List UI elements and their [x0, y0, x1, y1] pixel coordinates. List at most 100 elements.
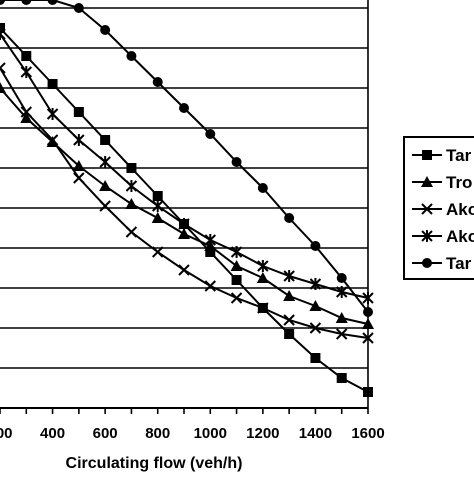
- data-point-5: [310, 241, 321, 251]
- data-point-1: [310, 353, 321, 363]
- data-point-2: [151, 212, 164, 223]
- data-point-1: [231, 275, 242, 285]
- legend-marker: [421, 176, 433, 187]
- x-tick-label: 800: [145, 425, 170, 442]
- data-point-3: [46, 134, 59, 146]
- data-point-3: [99, 200, 111, 212]
- data-point-2: [125, 198, 138, 209]
- data-point-4: [46, 108, 59, 120]
- data-point-5: [47, 0, 58, 5]
- data-point-4: [152, 200, 164, 212]
- data-point-1: [100, 135, 111, 145]
- data-point-2: [362, 318, 374, 329]
- data-point-5: [152, 77, 163, 87]
- data-point-5: [336, 273, 347, 283]
- data-point-1: [47, 79, 58, 89]
- x-tick-label: 400: [40, 425, 65, 442]
- x-tick-labels: 200 400 600 800 1000 1200 1400 1600: [0, 425, 385, 442]
- data-point-3: [362, 332, 374, 344]
- data-point-4: [20, 66, 32, 78]
- data-point-2: [335, 312, 348, 323]
- data-point-4: [0, 28, 6, 40]
- data-point-1: [0, 23, 5, 33]
- data-point-3: [178, 264, 190, 276]
- data-point-5: [100, 25, 111, 35]
- data-point-3: [20, 106, 32, 118]
- data-point-5: [284, 213, 295, 223]
- legend-label: Ako: [446, 200, 474, 219]
- data-point-4: [230, 246, 243, 258]
- data-point-5: [73, 3, 84, 13]
- x-tick-label: 1200: [246, 425, 279, 442]
- data-point-4: [125, 180, 138, 192]
- data-point-4: [204, 234, 216, 246]
- data-point-2: [0, 82, 6, 93]
- data-point-1: [152, 191, 163, 201]
- data-point-3: [336, 328, 348, 340]
- data-point-5: [179, 103, 189, 113]
- x-axis-title: Circulating flow (veh/h): [66, 455, 243, 472]
- legend-marker: [422, 150, 432, 160]
- data-point-3: [73, 172, 85, 184]
- data-point-5: [126, 51, 137, 61]
- legend: Tar Tro Ako Ako Tar: [403, 136, 474, 280]
- data-point-4: [99, 156, 111, 168]
- x-tick-label: 1600: [351, 425, 384, 442]
- series-line-4: [0, 33, 369, 299]
- data-point-3: [257, 302, 269, 314]
- data-point-2: [72, 160, 85, 171]
- data-point-5: [231, 157, 242, 167]
- data-point-3: [125, 226, 138, 238]
- data-point-3: [152, 246, 164, 258]
- axes: [0, 0, 369, 414]
- data-point-5: [257, 183, 268, 193]
- data-point-1: [21, 51, 32, 61]
- legend-label: Ako: [446, 227, 474, 246]
- data-point-5: [0, 0, 5, 5]
- legend-marker: [421, 203, 433, 215]
- series-line-5: [0, 0, 369, 313]
- series-lines: [0, 0, 369, 393]
- data-point-4: [73, 134, 85, 146]
- data-point-1: [363, 387, 373, 397]
- legend-label: Tar: [446, 254, 472, 273]
- data-point-1: [336, 373, 347, 383]
- data-point-3: [0, 62, 6, 74]
- data-point-5: [363, 307, 373, 317]
- data-point-4: [283, 270, 295, 282]
- data-point-1: [73, 107, 84, 117]
- data-point-2: [20, 112, 33, 123]
- data-point-5: [205, 129, 216, 139]
- legend-label: Tro: [446, 173, 472, 192]
- data-point-2: [309, 300, 322, 311]
- gridlines: [0, 7, 368, 409]
- series-markers: [0, 0, 374, 397]
- data-point-2: [256, 272, 269, 283]
- data-point-4: [309, 278, 322, 290]
- data-point-2: [99, 180, 112, 191]
- x-tick-label: 200: [0, 425, 13, 442]
- data-point-1: [284, 329, 295, 339]
- x-tick-label: 1400: [299, 425, 332, 442]
- data-point-4: [257, 260, 269, 272]
- legend-marker: [422, 258, 432, 268]
- x-tick-label: 1000: [194, 425, 227, 442]
- data-point-4: [178, 218, 190, 230]
- data-point-3: [283, 314, 295, 326]
- data-point-2: [283, 290, 296, 301]
- data-point-4: [362, 292, 374, 304]
- data-point-2: [178, 228, 190, 239]
- data-point-2: [230, 260, 243, 271]
- x-tick-label: 600: [93, 425, 118, 442]
- data-point-3: [309, 322, 322, 334]
- data-point-4: [336, 286, 348, 298]
- data-point-5: [21, 0, 32, 5]
- data-point-1: [126, 163, 137, 173]
- data-point-3: [230, 292, 243, 304]
- data-point-3: [204, 280, 216, 292]
- data-point-1: [205, 247, 216, 257]
- legend-marker: [421, 230, 433, 242]
- legend-label: Tar: [446, 146, 472, 165]
